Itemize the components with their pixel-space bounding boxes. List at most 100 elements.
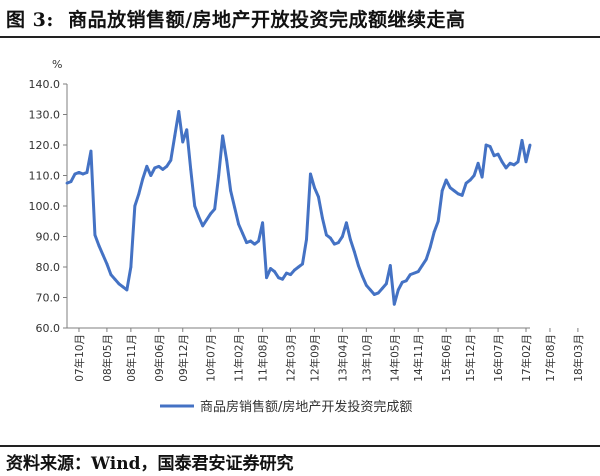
data-point [404,279,408,283]
data-point [360,274,364,278]
data-point [97,244,101,248]
data-point [344,221,348,225]
data-point [337,241,340,245]
data-point [476,161,480,165]
series-line [66,109,532,306]
data-point [145,164,149,168]
y-tick-label: 60.0 [36,322,61,335]
data-point [117,282,121,286]
y-tick-label: 70.0 [36,292,61,305]
x-tick-label: 11年02月 [233,334,246,382]
data-point [448,186,452,190]
data-point [245,241,249,245]
x-tick-label: 12年09月 [308,334,321,382]
data-point [468,178,472,182]
data-point [512,163,516,167]
data-point [388,264,392,267]
data-point [496,152,500,156]
data-point [197,215,201,219]
x-tick-label: 14年05月 [388,334,401,382]
data-point [293,268,296,272]
data-point [321,216,324,220]
data-point [317,195,320,199]
data-point [356,264,360,267]
x-tick-label: 13年04月 [336,334,349,382]
data-point [313,186,316,190]
data-point [165,164,169,168]
data-point [368,288,372,292]
data-point [233,206,237,209]
data-point [524,160,528,164]
data-point [161,168,165,171]
data-point [249,239,253,243]
data-point [464,181,468,185]
data-point [408,273,412,277]
bottom-divider [0,445,600,447]
data-point [93,233,97,237]
figure-title: 图 3: 商品放销售额/房地产开放投资完成额继续走高 [6,5,466,32]
data-point [73,172,77,176]
data-point [492,154,496,158]
data-point [205,218,209,222]
data-point [69,180,73,184]
data-point [452,189,456,193]
data-point [364,283,368,287]
data-point [301,262,304,266]
data-point [528,143,532,147]
data-point [229,189,233,193]
x-tick-label: 11年08月 [257,334,270,382]
x-axis-ticks: 07年10月 08年05月 08年11月 09年06月 09年12月 10年07月 11年0… [73,328,585,382]
data-point [348,238,352,241]
x-tick-label: 10年07月 [205,334,218,382]
data-point [129,265,133,269]
data-point [137,192,141,196]
data-point [237,222,241,226]
data-point [189,168,193,171]
y-tick-label: 100.0 [29,200,61,213]
data-point [392,302,396,306]
data-point [420,264,424,267]
figure-title-text: 商品放销售额/房地产开放投资完成额继续走高 [68,9,466,31]
x-tick-label: 14年11月 [412,334,425,382]
data-point [424,257,428,261]
data-point [217,174,221,177]
data-point [273,270,276,273]
data-point [472,174,476,177]
data-point [125,288,129,292]
data-point [153,166,157,170]
y-tick-label: 80.0 [36,261,61,274]
data-point [277,276,280,280]
x-tick-label: 13年10月 [360,334,373,382]
x-tick-label: 15年12月 [464,334,477,382]
data-point [177,110,181,113]
source-note: 资料来源：Wind，国泰君安证券研究 [6,454,294,474]
data-point [285,271,288,275]
data-point [480,175,484,179]
data-point [440,189,444,193]
data-point [460,193,464,197]
data-point [65,181,69,185]
data-point [400,280,404,284]
data-point [133,204,137,208]
data-point [185,128,189,132]
data-point [384,282,388,286]
x-tick-label: 08年05月 [101,334,114,382]
data-point [121,285,125,289]
y-tick-label: 110.0 [29,170,61,183]
x-tick-label: 17年02月 [520,334,533,382]
data-point [113,277,117,281]
y-axis-unit-label: % [52,58,62,71]
data-point [380,286,384,290]
data-point [181,140,185,144]
data-point [412,271,416,275]
x-tick-label: 15年06月 [440,334,453,382]
data-point [520,139,524,142]
data-point [101,253,105,257]
data-point [500,160,504,164]
x-tick-label: 09年12月 [177,334,190,382]
data-point [157,164,161,168]
data-point [309,172,312,176]
figure-header: 图 3: 商品放销售额/房地产开放投资完成额继续走高 [0,0,600,36]
x-tick-label: 12年03月 [285,334,298,382]
data-point [81,172,85,176]
